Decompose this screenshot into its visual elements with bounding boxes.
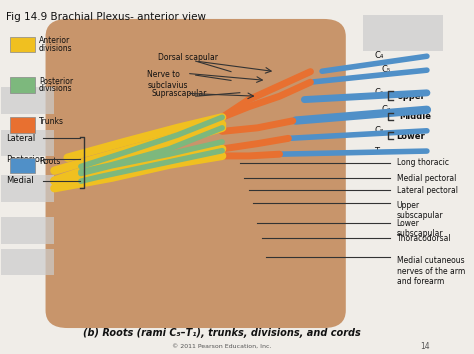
Text: Roots: Roots — [39, 158, 60, 166]
Text: and forearm: and forearm — [397, 277, 444, 286]
Text: Medial: Medial — [6, 176, 34, 185]
Text: C₇: C₇ — [382, 105, 391, 114]
FancyBboxPatch shape — [10, 117, 35, 133]
Text: nerves of the arm: nerves of the arm — [397, 267, 465, 276]
FancyBboxPatch shape — [10, 158, 35, 173]
Ellipse shape — [63, 29, 310, 296]
Text: Medial pectoral: Medial pectoral — [397, 173, 456, 183]
FancyBboxPatch shape — [1, 87, 55, 114]
Text: subscapular: subscapular — [397, 229, 443, 238]
Text: Trunks: Trunks — [39, 117, 64, 126]
Text: Upper: Upper — [397, 201, 419, 210]
Text: Lower: Lower — [397, 132, 425, 141]
FancyBboxPatch shape — [1, 130, 55, 156]
Text: divisions: divisions — [39, 44, 73, 53]
Text: C₅: C₅ — [382, 65, 391, 74]
FancyBboxPatch shape — [1, 217, 55, 244]
Text: divisions: divisions — [39, 84, 73, 93]
Text: 14: 14 — [420, 342, 430, 351]
Text: Long thoracic: Long thoracic — [397, 159, 448, 167]
Text: Lower: Lower — [397, 219, 419, 228]
Text: Thoracodorsal: Thoracodorsal — [397, 234, 451, 243]
Text: C₈: C₈ — [374, 126, 384, 135]
Text: C₄: C₄ — [374, 51, 384, 60]
Text: Posterior: Posterior — [39, 76, 73, 86]
Text: © 2011 Pearson Education, Inc.: © 2011 Pearson Education, Inc. — [173, 344, 272, 349]
FancyBboxPatch shape — [364, 16, 443, 51]
FancyBboxPatch shape — [10, 77, 35, 93]
Text: subscapular: subscapular — [397, 211, 443, 220]
Text: Suprascapular: Suprascapular — [152, 89, 207, 98]
Text: Middle: Middle — [399, 112, 431, 121]
Text: Posterior: Posterior — [6, 155, 43, 164]
Text: Fig 14.9 Brachial Plexus- anterior view: Fig 14.9 Brachial Plexus- anterior view — [6, 12, 206, 22]
Text: Lateral: Lateral — [6, 134, 35, 143]
Text: Dorsal scapular: Dorsal scapular — [158, 53, 218, 62]
Text: subclavius: subclavius — [147, 81, 188, 90]
Text: C₆: C₆ — [374, 88, 384, 97]
Text: Nerve to: Nerve to — [147, 70, 180, 79]
FancyBboxPatch shape — [1, 249, 55, 275]
Text: Lateral pectoral: Lateral pectoral — [397, 186, 457, 195]
Text: Anterior: Anterior — [39, 36, 70, 45]
Text: T₁: T₁ — [374, 147, 383, 155]
Text: Medial cutaneous: Medial cutaneous — [397, 256, 464, 265]
FancyBboxPatch shape — [10, 36, 35, 52]
FancyBboxPatch shape — [1, 175, 55, 201]
Text: Upper: Upper — [397, 92, 425, 102]
FancyBboxPatch shape — [46, 19, 346, 328]
Text: (b) Roots (rami C₅–T₁), trunks, divisions, and cords: (b) Roots (rami C₅–T₁), trunks, division… — [83, 328, 361, 338]
